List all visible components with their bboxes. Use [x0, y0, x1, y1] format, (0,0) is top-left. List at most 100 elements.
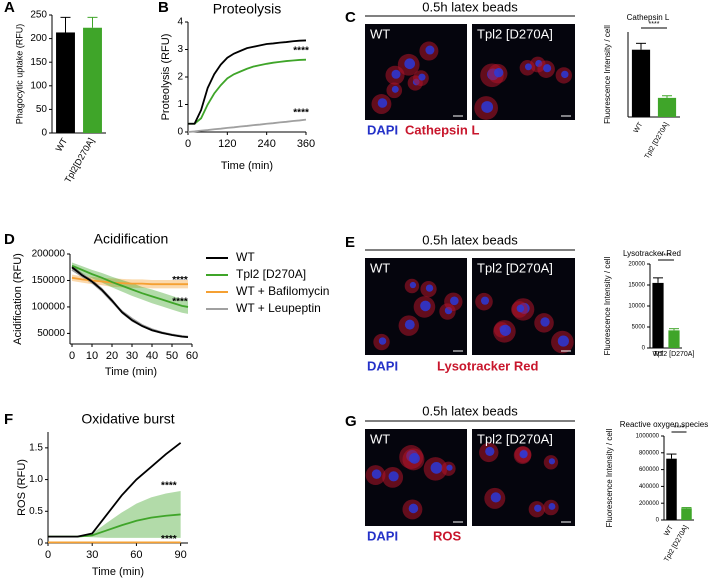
- y-tick-label: 20000: [628, 262, 645, 268]
- micrograph-header: 0.5h latex beads: [422, 232, 518, 247]
- bar: [666, 458, 677, 520]
- bar: [83, 27, 102, 133]
- cell-nucleus: [408, 503, 419, 514]
- x-axis-label: Time (min): [105, 366, 157, 378]
- x-tick-label: WT: [653, 351, 665, 358]
- x-tick-label: 30: [86, 549, 98, 561]
- y-tick-label: 200: [30, 33, 47, 44]
- panel-letter: B: [158, 0, 169, 16]
- bar: [668, 330, 680, 348]
- annotation: ****: [172, 275, 188, 286]
- cell-nucleus: [534, 504, 542, 512]
- cell-nucleus: [425, 45, 435, 55]
- x-tick-label: 240: [257, 138, 275, 150]
- cell-nucleus: [377, 98, 388, 108]
- cell-nucleus: [430, 462, 443, 474]
- chart-title: Acidification: [94, 231, 169, 247]
- cell-nucleus: [540, 317, 550, 327]
- cell-nucleus: [516, 304, 525, 313]
- annotation: ****: [172, 296, 188, 307]
- image-label: WT: [370, 260, 390, 275]
- stain-label: Cathepsin L: [405, 122, 479, 137]
- x-tick-label: WT: [663, 524, 675, 538]
- significance-label: ****: [661, 253, 672, 260]
- y-tick-label: 50: [36, 104, 48, 115]
- chart-title: Reactive oxygen species: [620, 420, 708, 429]
- x-tick-label: 0: [69, 350, 75, 362]
- cell-nucleus: [446, 464, 453, 471]
- chart-title: Cathepsin L: [627, 13, 670, 22]
- x-tick-label: 0: [45, 549, 51, 561]
- legend-label: Tpl2 [D270A]: [236, 267, 306, 281]
- cell-nucleus: [404, 319, 415, 330]
- cell-nucleus: [519, 450, 528, 459]
- significance-label: ****: [674, 425, 685, 432]
- x-tick-label: 30: [126, 350, 138, 362]
- cell-nucleus: [543, 64, 552, 73]
- y-tick-label: 0: [642, 346, 646, 352]
- stain-label: Lysotracker Red: [437, 358, 538, 373]
- panel-letter: A: [4, 0, 15, 16]
- legend-label: WT + Bafilomycin: [236, 284, 329, 298]
- cell-nucleus: [561, 70, 569, 79]
- y-tick-label: 0: [656, 518, 660, 524]
- x-axis-label: Time (min): [221, 160, 273, 172]
- cell-nucleus: [378, 337, 387, 345]
- image-label: WT: [370, 26, 390, 41]
- x-tick-label: 60: [130, 549, 142, 561]
- error-band: [48, 490, 181, 538]
- x-tick-label: 10: [86, 350, 98, 362]
- cell-nucleus: [524, 63, 532, 71]
- series-line: [71, 264, 189, 308]
- y-axis-label: Fluorescence Intensity / cell: [603, 256, 612, 355]
- stain-label: DAPI: [367, 528, 398, 543]
- annotation: ****: [293, 107, 309, 118]
- x-tick-label: 40: [146, 350, 158, 362]
- annotation: ****: [161, 481, 177, 492]
- y-tick-label: 15000: [628, 283, 645, 289]
- legend-label: WT: [236, 250, 255, 264]
- chart-title: Proteolysis: [213, 1, 281, 17]
- y-tick-label: 4: [177, 17, 183, 28]
- y-tick-label: 0: [41, 128, 47, 139]
- bar: [657, 97, 677, 117]
- y-axis-label: Fluorescence Intensity / cell: [603, 25, 612, 124]
- y-tick-label: 1.0: [29, 474, 43, 485]
- panel-letter: F: [4, 411, 13, 428]
- micrograph-header: 0.5h latex beads: [422, 0, 518, 14]
- y-tick-label: 250: [30, 10, 47, 21]
- image-label: WT: [370, 431, 390, 446]
- y-tick-label: 600000: [639, 467, 660, 473]
- series-line: [188, 58, 307, 125]
- cell-nucleus: [494, 68, 504, 78]
- bar: [681, 508, 692, 520]
- y-tick-label: 1.5: [29, 442, 43, 453]
- y-tick-label: 200000: [32, 249, 66, 260]
- cell-nucleus: [450, 296, 459, 306]
- cell-nucleus: [391, 69, 401, 79]
- series-line: [71, 266, 189, 339]
- cell-nucleus: [557, 335, 569, 347]
- cell-nucleus: [391, 85, 399, 93]
- bar: [631, 49, 651, 118]
- y-tick-label: 800000: [639, 450, 660, 456]
- cell-nucleus: [480, 296, 490, 305]
- image-label: Tpl2 [D270A]: [477, 260, 553, 275]
- y-axis-label: ROS (RFU): [16, 459, 28, 516]
- x-tick-label: 60: [186, 350, 198, 362]
- cell-nucleus: [388, 471, 399, 482]
- cell-nucleus: [371, 469, 382, 479]
- legend-label: WT + Leupeptin: [236, 301, 321, 315]
- x-tick-label: Tpl2 [D270A]: [654, 351, 695, 358]
- x-tick-label: 0: [185, 138, 191, 150]
- y-tick-label: 0: [37, 538, 43, 549]
- stain-label: DAPI: [367, 122, 398, 137]
- x-axis-label: Time (min): [92, 566, 144, 578]
- cell-nucleus: [409, 281, 417, 289]
- x-tick-label: 360: [297, 138, 315, 150]
- y-tick-label: 1000000: [636, 434, 660, 440]
- x-tick-label: WT: [633, 121, 645, 135]
- y-axis-label: Phagocytic uptake (RFU): [14, 24, 24, 125]
- x-tick-label: WT: [54, 136, 70, 154]
